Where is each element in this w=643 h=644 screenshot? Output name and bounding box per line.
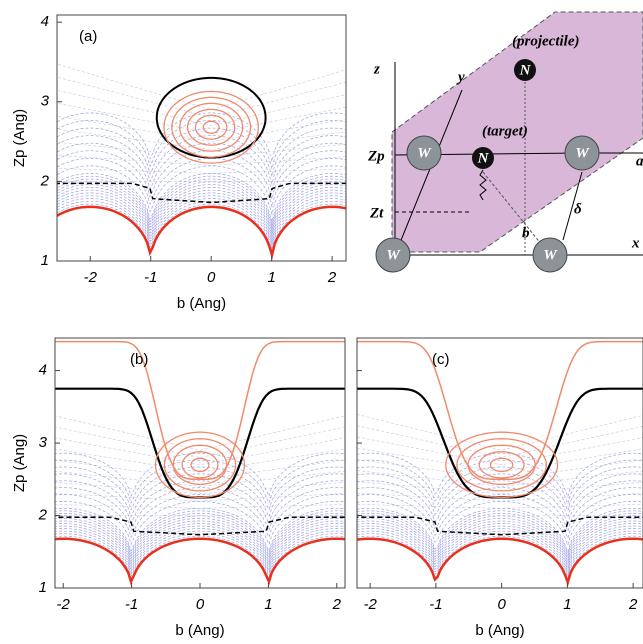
panel-label: (a)	[79, 28, 97, 45]
contour-line	[164, 439, 235, 491]
diagram-label: δ	[574, 201, 582, 217]
panel-label: (b)	[130, 351, 148, 368]
x-tick-label: 0	[207, 269, 216, 286]
contour-line	[39, 193, 364, 241]
diagram-label: (projectile)	[512, 33, 579, 49]
diagram-label: Zt	[369, 205, 384, 221]
contour-line	[337, 433, 643, 465]
figure: WWWWNN(projectile)(target)zyZpZtbδxa -2-…	[0, 0, 643, 644]
y-axis-label: Zp (Ang)	[11, 109, 28, 167]
contour-line	[337, 342, 643, 480]
w-label: W	[575, 145, 590, 161]
plot-frame	[55, 338, 345, 588]
diagram: W W W W N N (projectile) (target) z y Zp Zt b δ x a	[367, 12, 643, 272]
contours	[39, 59, 364, 256]
contour-line	[337, 521, 643, 565]
contour-line	[172, 97, 251, 157]
contour-line	[39, 187, 364, 235]
contour-line	[337, 513, 643, 557]
y-tick-label: 1	[41, 252, 49, 269]
diagram-label: y	[456, 69, 465, 85]
x-tick-label: -2	[57, 596, 71, 613]
contour-line	[337, 531, 643, 575]
plot-frame	[357, 338, 643, 588]
x-tick-label: 2	[327, 269, 337, 286]
contour-line	[39, 196, 364, 244]
x-tick-label: -2	[363, 596, 377, 613]
contour-line	[337, 529, 643, 573]
contour-line	[337, 516, 643, 560]
panel: -2 -1 0 1 2 (c) b (Ang)	[337, 338, 643, 639]
contour-line	[337, 536, 643, 580]
x-tick-label: 2	[628, 596, 638, 613]
contour-line	[203, 121, 219, 133]
panel-label: (c)	[432, 351, 450, 368]
y-tick-label: 4	[39, 362, 47, 379]
x-tick-label: 1	[563, 596, 571, 613]
x-tick-label: 1	[264, 596, 272, 613]
x-tick-label: 2	[332, 596, 342, 613]
w-label: W	[417, 145, 432, 161]
contour-line	[39, 59, 364, 110]
diagram-label: x	[631, 235, 640, 251]
diagram-label: z	[373, 61, 380, 77]
contour-line	[35, 521, 366, 564]
contours	[337, 342, 643, 583]
contour-line	[337, 504, 643, 509]
x-tick-label: 0	[196, 596, 205, 613]
y-axis-label: Zp (Ang)	[11, 434, 28, 492]
contour-line	[39, 168, 364, 174]
contour-line	[39, 207, 364, 255]
contour-line	[35, 539, 366, 582]
contour-line	[35, 516, 366, 559]
contour-line	[39, 151, 364, 199]
contour-line	[35, 504, 366, 508]
y-tick-label: 4	[41, 13, 49, 30]
x-axis-label: b (Ang)	[175, 622, 224, 639]
contour-line	[196, 115, 227, 139]
panel: -2 -1 0 1 2 1 2 3 4 (a) b (Ang) Zp (Ang)	[11, 13, 364, 312]
contour-line	[35, 536, 366, 579]
w-label: W	[543, 247, 558, 263]
diagram-label: b	[522, 225, 530, 241]
contour-line	[35, 411, 366, 450]
contour-line	[337, 410, 643, 451]
y-tick-label: 2	[40, 172, 50, 189]
n-label: N	[519, 62, 532, 78]
x-tick-label: -2	[84, 269, 98, 286]
w-label: W	[386, 247, 401, 263]
diagram-label: (target)	[482, 123, 528, 139]
diagram-label: a	[636, 153, 643, 169]
contour-line	[180, 103, 243, 151]
y-tick-label: 3	[41, 93, 50, 110]
contour-line	[35, 526, 366, 569]
y-tick-label: 3	[39, 434, 48, 451]
contour-line	[39, 190, 364, 238]
x-axis-label: b (Ang)	[475, 622, 524, 639]
diagram-label: Zp	[367, 148, 385, 164]
x-tick-label: 1	[267, 269, 275, 286]
contour-line	[337, 539, 643, 583]
x-tick-label: -1	[125, 596, 138, 613]
contour-line	[35, 508, 366, 551]
contours	[35, 342, 366, 582]
n-label: N	[477, 150, 490, 166]
contour-line	[39, 128, 364, 176]
contour-line	[35, 524, 366, 567]
x-tick-label: -1	[429, 596, 442, 613]
plot-frame	[57, 15, 346, 261]
contour-line	[35, 446, 366, 472]
contour-line	[35, 481, 366, 494]
contour-line	[337, 389, 643, 498]
x-tick-label: 0	[497, 596, 506, 613]
y-tick-label: 2	[38, 507, 48, 524]
panel: -2 -1 0 1 2 1 2 3 4 (b) b (Ang) Zp (Ang)	[11, 338, 366, 639]
y-tick-label: 1	[39, 579, 47, 596]
contour-line	[39, 204, 364, 252]
x-axis-label: b (Ang)	[177, 295, 226, 312]
x-tick-label: -1	[144, 269, 157, 286]
